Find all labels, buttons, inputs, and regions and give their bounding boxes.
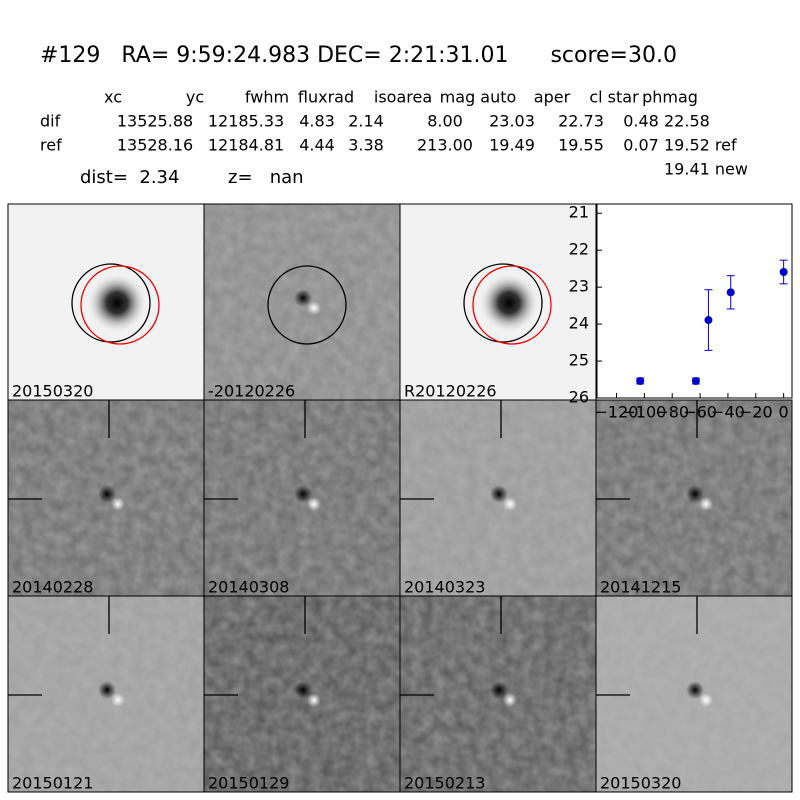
table-cell: 12184.81: [208, 136, 284, 155]
aperture: [267, 265, 347, 345]
panel-label: 20141215: [600, 578, 681, 597]
y-tick-label: 21: [569, 203, 589, 222]
column-header: fwhm: [245, 88, 289, 107]
table-cell: 2.14: [348, 112, 384, 131]
table-cell: 0.07: [623, 136, 659, 155]
panel-label: 20140228: [12, 578, 93, 597]
aperture: [71, 263, 151, 343]
table-cell: 22.58: [664, 112, 710, 131]
panel-label: 20150320: [12, 382, 93, 401]
redshift: z= nan: [228, 167, 304, 188]
plot-area: [597, 204, 792, 398]
table-cell: dif: [40, 112, 61, 131]
panel-label: 20140308: [208, 578, 289, 597]
x-tick-label: −120: [595, 403, 639, 422]
title: #129 RA= 9:59:24.983 DEC= 2:21:31.01 sco…: [40, 43, 677, 68]
x-tick-label: −60: [683, 403, 717, 422]
aperture-ref: [80, 265, 160, 345]
table-cell: 3.38: [348, 136, 384, 155]
table-cell: 13528.16: [117, 136, 193, 155]
data-point: [779, 267, 788, 276]
x-tick-label: −100: [622, 403, 666, 422]
data-point: [691, 377, 700, 386]
aperture: [463, 263, 543, 343]
bump: [307, 301, 321, 315]
data-point: [704, 316, 713, 325]
table-cell: 4.44: [299, 136, 335, 155]
panel-label: 20150213: [404, 774, 485, 793]
bump: [111, 497, 125, 511]
phmag-new: 19.41 new: [664, 160, 748, 179]
panel-label: 20150129: [208, 774, 289, 793]
star: [479, 273, 539, 333]
column-header: mag auto: [440, 88, 517, 107]
dip: [98, 681, 116, 699]
dip: [98, 485, 116, 503]
y-tick-label: 25: [569, 351, 589, 370]
bump: [503, 497, 517, 511]
data-point: [636, 377, 645, 386]
table-cell: 213.00: [417, 136, 473, 155]
bump: [111, 693, 125, 707]
dip: [294, 289, 312, 307]
panel-label: 20140323: [404, 578, 485, 597]
table-cell: 12185.33: [208, 112, 284, 131]
x-tick-label: −40: [711, 403, 745, 422]
panel-frame: [595, 595, 793, 793]
table-cell: 4.83: [299, 112, 335, 131]
column-header: aper: [534, 88, 571, 107]
y-tick-label: 23: [569, 277, 589, 296]
y-tick-label: 26: [569, 388, 589, 407]
bump: [503, 693, 517, 707]
table-cell: 13525.88: [117, 112, 193, 131]
table-cell: ref: [40, 136, 62, 155]
table-cell: 8.00: [427, 112, 463, 131]
table-cell: 19.52 ref: [664, 136, 737, 155]
table-cell: 19.49: [489, 136, 535, 155]
bump: [699, 693, 713, 707]
bump: [307, 497, 321, 511]
panel-label: 20150121: [12, 774, 93, 793]
column-header: yc: [186, 88, 204, 107]
panel-label: -20120226: [208, 382, 295, 401]
dip: [294, 681, 312, 699]
column-header: xc: [104, 88, 122, 107]
table-cell: 23.03: [489, 112, 535, 131]
column-header: cl star: [589, 88, 639, 107]
y-tick-label: 22: [569, 240, 589, 259]
table-cell: 0.48: [623, 112, 659, 131]
aperture-ref: [472, 265, 552, 345]
y-tick-label: 24: [569, 314, 589, 333]
bump: [699, 497, 713, 511]
x-tick-label: 0: [779, 403, 789, 422]
dist: dist= 2.34: [80, 167, 179, 188]
column-header: isoarea: [374, 88, 432, 107]
plot-frame: [596, 203, 793, 399]
table-cell: 22.73: [558, 112, 604, 131]
x-tick-label: −20: [739, 403, 773, 422]
table-cell: 19.55: [558, 136, 604, 155]
dip: [686, 681, 704, 699]
panel-label: 20150320: [600, 774, 681, 793]
star: [87, 273, 147, 333]
column-header: fluxrad: [298, 88, 354, 107]
dip: [490, 681, 508, 699]
bump: [307, 693, 321, 707]
dip: [294, 485, 312, 503]
data-point: [726, 288, 735, 297]
dip: [490, 485, 508, 503]
dip: [686, 485, 704, 503]
panel-label: R20120226: [404, 382, 497, 401]
column-header: phmag: [642, 88, 698, 107]
x-tick-label: −80: [655, 403, 689, 422]
